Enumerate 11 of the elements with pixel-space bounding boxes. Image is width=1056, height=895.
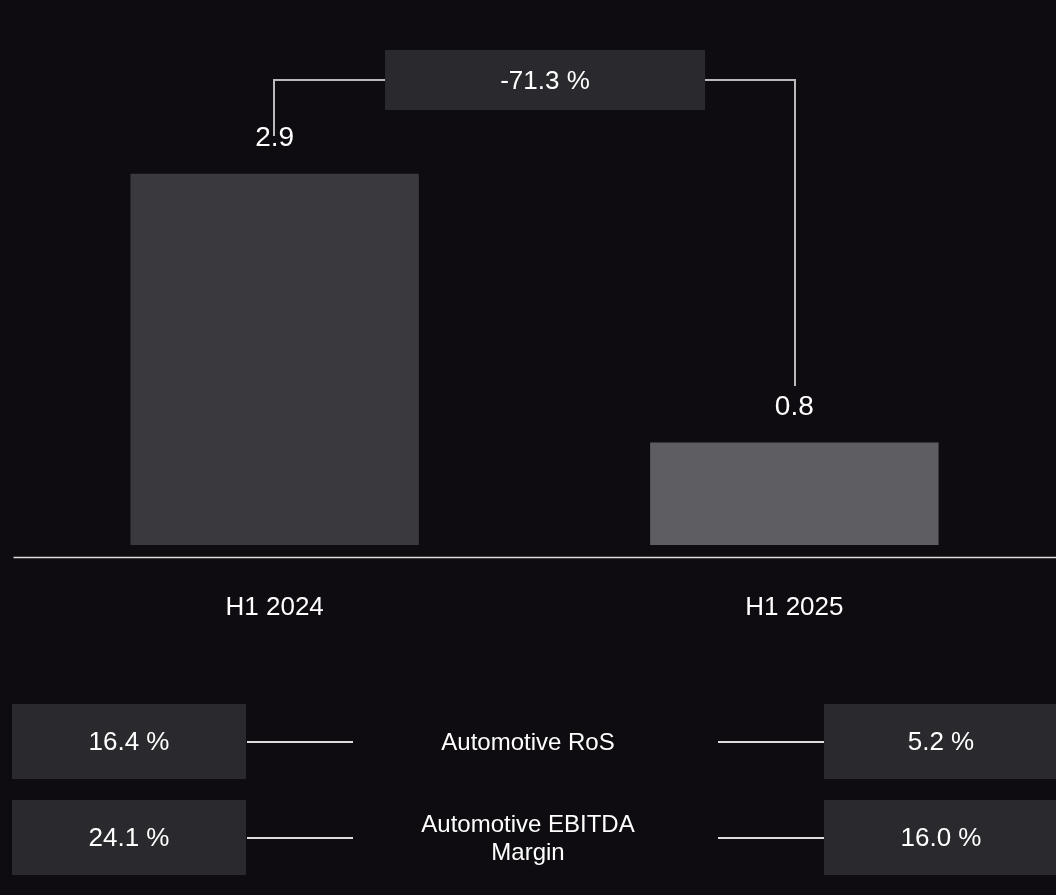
text: Automotive RoS xyxy=(440,726,616,757)
text: 16.4 % xyxy=(12,704,246,779)
data-label: 2.9 xyxy=(255,120,295,152)
text: -71.3 % xyxy=(385,50,705,110)
text: 5.2 % xyxy=(824,704,1056,779)
text: Automotive EBITDA Margin xyxy=(420,808,636,867)
x-tick-label: H1 2025 xyxy=(745,590,844,621)
x-tick-label: H1 2024 xyxy=(225,590,324,621)
text: 24.1 % xyxy=(12,800,246,875)
data-label: 0.8 xyxy=(774,389,814,421)
text: 16.0 % xyxy=(824,800,1056,875)
